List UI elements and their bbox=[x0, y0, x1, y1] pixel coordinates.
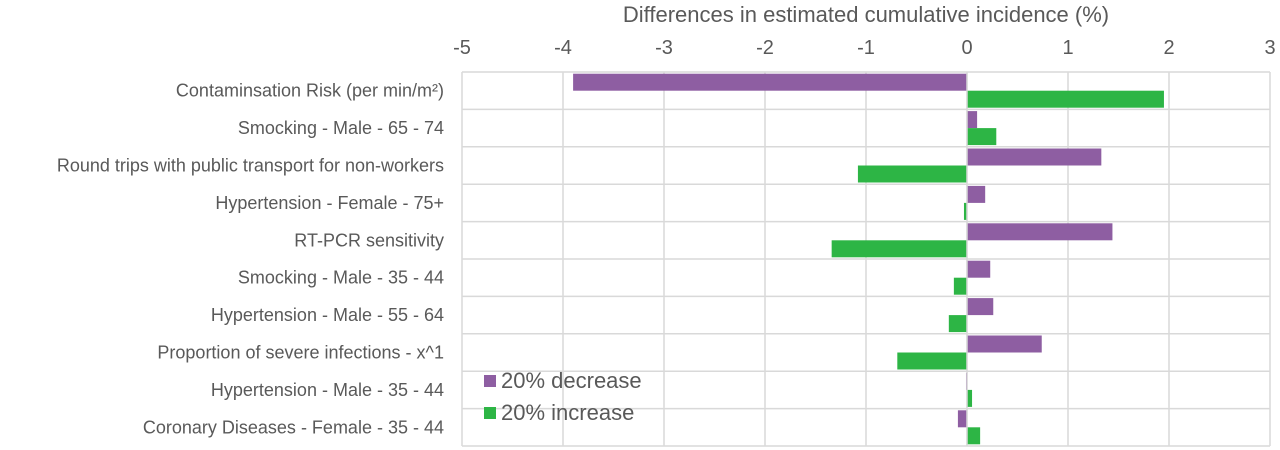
legend-swatch bbox=[484, 375, 496, 387]
category-label: Contaminsation Risk (per min/m²) bbox=[176, 81, 444, 101]
bar-increase bbox=[963, 202, 967, 220]
bar-increase bbox=[897, 352, 967, 370]
bar-increase bbox=[948, 315, 967, 333]
x-tick-label: 2 bbox=[1163, 37, 1174, 59]
category-label: Hypertension - Male - 55 - 64 bbox=[211, 305, 444, 325]
bar-increase bbox=[967, 427, 981, 445]
bar-decrease bbox=[967, 335, 1042, 353]
bar-decrease bbox=[957, 410, 967, 428]
x-tick-label: -3 bbox=[655, 37, 673, 59]
bar-decrease bbox=[967, 111, 978, 129]
x-axis-ticks: -5 -4 -3 -2 -1 0 1 2 3 bbox=[453, 37, 1275, 59]
category-label: Smocking - Male - 65 - 74 bbox=[238, 118, 444, 138]
x-tick-label: -1 bbox=[857, 37, 875, 59]
bars bbox=[573, 72, 1164, 446]
legend-label: 20% increase bbox=[501, 400, 634, 425]
bar-decrease bbox=[967, 148, 1102, 166]
chart-title: Differences in estimated cumulative inci… bbox=[623, 2, 1109, 27]
bar-increase bbox=[967, 90, 1164, 108]
category-labels: Contaminsation Risk (per min/m²) Smocking… bbox=[57, 81, 444, 438]
bar-increase bbox=[953, 277, 967, 295]
bar-increase bbox=[967, 128, 997, 146]
bar-increase bbox=[831, 240, 967, 258]
category-label: Smocking - Male - 35 - 44 bbox=[238, 268, 444, 288]
legend-swatch bbox=[484, 407, 496, 419]
category-label: Round trips with public transport for no… bbox=[57, 156, 444, 176]
bar-decrease bbox=[967, 260, 991, 278]
bar-increase bbox=[857, 165, 967, 183]
bar-decrease bbox=[967, 185, 986, 203]
bar-decrease bbox=[967, 298, 994, 316]
x-tick-label: -5 bbox=[453, 37, 471, 59]
bar-decrease bbox=[573, 73, 967, 91]
x-tick-label: 0 bbox=[961, 37, 972, 59]
x-tick-label: -2 bbox=[756, 37, 774, 59]
x-tick-label: 1 bbox=[1062, 37, 1073, 59]
category-label: RT-PCR sensitivity bbox=[294, 230, 444, 250]
category-label: Hypertension - Female - 75+ bbox=[215, 193, 444, 213]
category-label: Proportion of severe infections - x^1 bbox=[157, 343, 444, 363]
x-tick-label: 3 bbox=[1264, 37, 1275, 59]
category-label: Coronary Diseases - Female - 35 - 44 bbox=[143, 417, 444, 437]
bar-increase bbox=[967, 389, 973, 407]
legend: 20% decrease 20% increase bbox=[484, 368, 642, 425]
category-label: Hypertension - Male - 35 - 44 bbox=[211, 380, 444, 400]
legend-label: 20% decrease bbox=[501, 368, 642, 393]
x-tick-label: -4 bbox=[554, 37, 572, 59]
bar-decrease bbox=[967, 223, 1113, 241]
